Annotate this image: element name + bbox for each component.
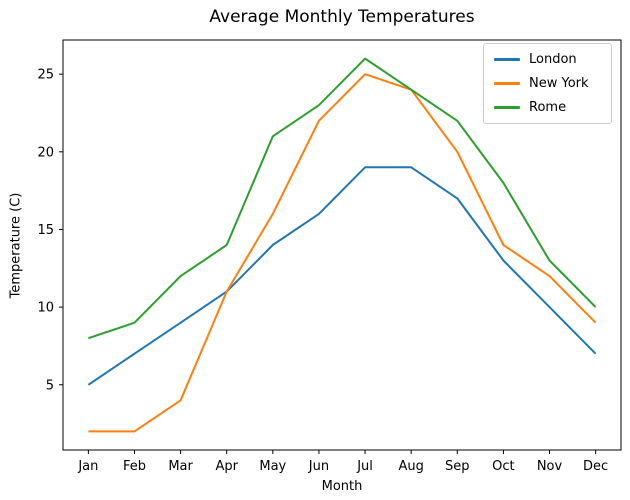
x-tick-label: Jan [77,459,98,474]
axes-spine [62,39,622,451]
legend-item-london: London [494,51,601,68]
x-tick-label: May [259,459,286,474]
series-line-new-york [88,73,597,433]
legend-label-london: London [529,52,577,67]
series-line-london [87,166,597,386]
legend: London New York Rome [483,43,612,124]
x-tick-label: Jun [308,459,329,474]
x-tick-label: Oct [492,459,514,474]
legend-swatch-london [494,58,520,61]
legend-label-rome: Rome [529,100,567,115]
y-tick-label: 15 [37,223,54,238]
y-tick-label: 20 [37,145,54,160]
x-tick-label: Jul [356,459,373,474]
x-tick-label: Feb [123,459,146,474]
y-axis-label: Temperature (C) [8,192,24,299]
chart-title: Average Monthly Temperatures [209,7,475,27]
x-tick-label: Nov [537,459,563,474]
legend-swatch-rome [494,106,520,109]
series-line-rome [88,57,597,340]
y-tick-label: 10 [37,301,54,316]
x-tick-label: Dec [583,459,608,474]
legend-swatch-new-york [494,82,520,85]
legend-label-new-york: New York [529,76,589,91]
x-axis-label: Month [321,479,363,494]
x-tick-label: Sep [445,459,470,474]
x-tick-label: Apr [215,459,238,474]
y-tick-label: 25 [37,68,54,83]
y-tick-label: 5 [46,378,54,393]
x-tick-label: Mar [168,459,193,474]
legend-item-rome: Rome [494,99,601,116]
x-tick-label: Aug [398,459,423,474]
legend-item-new-york: New York [494,75,601,92]
